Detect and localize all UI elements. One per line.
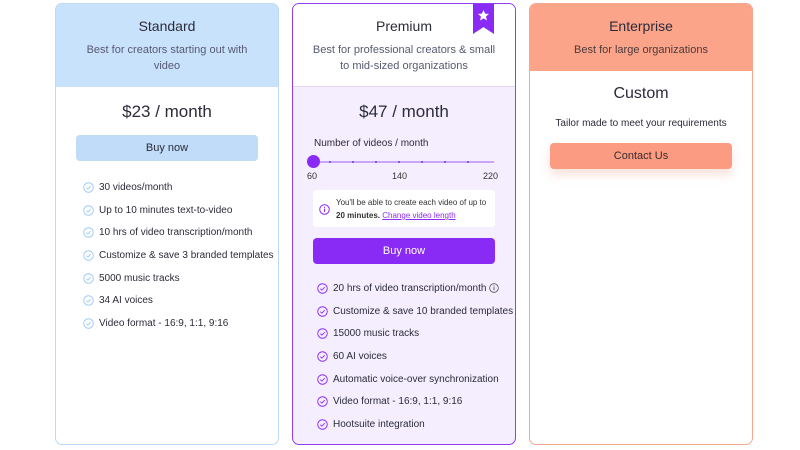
plan-header-enterprise: Enterprise Best for large organizations (530, 4, 752, 71)
feature-label: Video format - 16:9, 1:1, 9:16 (99, 317, 229, 329)
slider-thumb[interactable] (307, 155, 320, 168)
plan-price: $23 / month (122, 102, 212, 121)
buy-now-button[interactable]: Buy now (76, 135, 258, 161)
feature-label: Customize & save 3 branded templates (99, 249, 274, 261)
plan-name: Premium (375, 18, 432, 34)
contact-us-button[interactable]: Contact Us (550, 143, 732, 169)
feature-item: 5000 music tracks (83, 267, 278, 290)
feature-label: 34 AI voices (99, 295, 153, 307)
plan-description: Best for large organizations (574, 44, 708, 56)
slider-tick (352, 161, 354, 163)
buy-now-button[interactable]: Buy now (313, 238, 495, 264)
feature-item: 30 videos/month (83, 176, 278, 199)
feature-item: Customize & save 3 branded templates (83, 244, 278, 267)
plan-card-premium: Premium Best for professional creators &… (292, 3, 516, 445)
info-bold: 20 minutes. (336, 211, 381, 220)
feature-item: Video format - 16:9, 1:1, 9:16 (317, 390, 515, 413)
check-circle-icon (317, 328, 328, 339)
plan-name: Enterprise (609, 18, 673, 34)
feature-label: Hootsuite integration (333, 418, 425, 430)
videos-per-month-slider[interactable] (307, 155, 494, 169)
check-circle-icon (83, 250, 94, 261)
feature-item: 60 AI voices (317, 345, 515, 368)
slider-tick (421, 161, 423, 163)
info-prefix: You'll be able to create each video of u… (336, 198, 487, 207)
feature-label: 30 videos/month (99, 181, 173, 193)
feature-item: Video format - 16:9, 1:1, 9:16 (83, 312, 278, 335)
slider-tick (329, 161, 331, 163)
feature-item: Hootsuite integration (317, 413, 515, 436)
change-video-length-link[interactable]: Change video length (382, 211, 456, 220)
slider-track[interactable] (307, 161, 494, 163)
feature-list: 20 hrs of video transcription/month Cust… (293, 277, 515, 436)
check-circle-icon (317, 396, 328, 408)
check-circle-icon (83, 318, 94, 329)
feature-item: 15000 music tracks (317, 322, 515, 345)
plan-card-standard: Standard Best for creators starting out … (55, 3, 279, 445)
plan-name: Standard (138, 18, 196, 34)
slider-tick (398, 161, 400, 163)
check-circle-icon (317, 283, 328, 294)
check-circle-icon (83, 204, 94, 216)
feature-list: 30 videos/month Up to 10 minutes text-to… (56, 176, 278, 335)
check-circle-icon (317, 419, 328, 430)
slider-tick (375, 161, 377, 163)
feature-item: 34 AI voices (83, 289, 278, 312)
check-circle-icon (83, 272, 94, 284)
info-circle-icon[interactable] (489, 283, 500, 294)
feature-item: Automatic voice-over synchronization (317, 368, 515, 391)
feature-label: Up to 10 minutes text-to-video (99, 204, 233, 216)
check-circle-icon (83, 295, 94, 307)
check-circle-icon (83, 182, 94, 193)
check-circle-icon (317, 305, 328, 317)
slider-tick (444, 161, 446, 163)
feature-label: Video format - 16:9, 1:1, 9:16 (333, 396, 463, 408)
scale-label: 60 (307, 171, 318, 181)
slider-tick (467, 161, 469, 163)
plan-price: $47 / month (359, 102, 449, 121)
feature-label: 5000 music tracks (99, 272, 180, 284)
slider-label: Number of videos / month (314, 138, 429, 149)
plan-description: Best for professional creators & small t… (312, 44, 496, 72)
feature-item: 10 hrs of video transcription/month (83, 221, 278, 244)
info-circle-icon (319, 204, 330, 215)
feature-item: Customize & save 10 branded templates (317, 300, 515, 323)
feature-label: Automatic voice-over synchronization (333, 373, 499, 385)
check-circle-icon (317, 351, 328, 362)
scale-label: 140 (392, 171, 408, 181)
plan-price: Custom (613, 85, 669, 102)
check-circle-icon (317, 373, 328, 385)
plan-tagline: Tailor made to meet your requirements (555, 118, 727, 129)
feature-label: 15000 music tracks (333, 328, 420, 340)
star-ribbon-icon (473, 4, 494, 34)
plan-description: Best for creators starting out with vide… (86, 44, 248, 72)
feature-label: 20 hrs of video transcription/month (333, 282, 487, 294)
star-icon (477, 9, 490, 21)
info-text: You'll be able to create each video of u… (336, 196, 489, 222)
check-circle-icon (83, 227, 94, 238)
feature-label: 60 AI voices (333, 350, 387, 362)
feature-item: 20 hrs of video transcription/month (317, 277, 515, 300)
feature-label: Customize & save 10 branded templates (333, 305, 514, 317)
plan-card-enterprise: Enterprise Best for large organizations … (529, 3, 753, 445)
feature-label: 10 hrs of video transcription/month (99, 227, 253, 239)
slider-scale: 60 140 220 (307, 171, 501, 183)
video-length-info-box: You'll be able to create each video of u… (313, 190, 495, 227)
feature-item: Up to 10 minutes text-to-video (83, 199, 278, 222)
scale-label: 220 (483, 171, 499, 181)
plan-header-standard: Standard Best for creators starting out … (56, 4, 278, 87)
